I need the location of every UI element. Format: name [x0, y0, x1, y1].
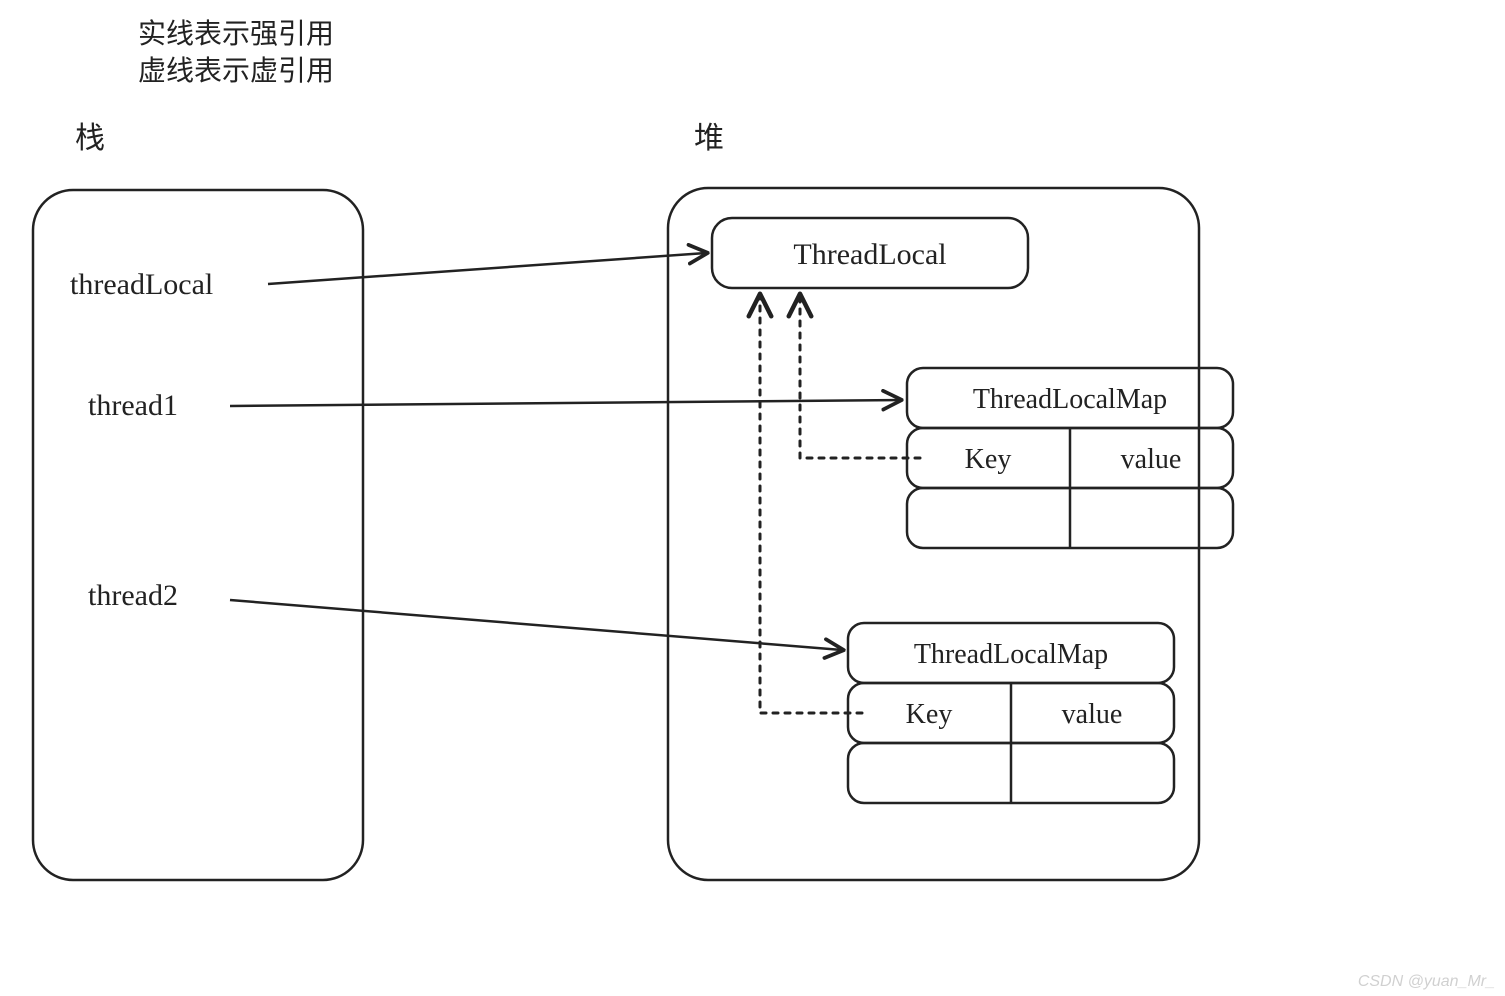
- map1-value-label: value: [1121, 444, 1182, 475]
- legend-line2: 虚线表示虚引用: [138, 55, 334, 86]
- stack-item-threadlocal: threadLocal: [70, 268, 213, 301]
- arrow-thread2-to-map2: [230, 600, 842, 650]
- stack-section-label: 栈: [75, 122, 105, 155]
- stack-item-thread1: thread1: [88, 389, 178, 422]
- map2-header-label: ThreadLocalMap: [914, 639, 1108, 670]
- arrow-key2-to-threadlocal: [760, 296, 862, 713]
- threadlocal-object-label: ThreadLocal: [793, 238, 946, 271]
- map1-key-label: Key: [965, 444, 1012, 475]
- watermark: CSDN @yuan_Mr_: [1358, 973, 1495, 991]
- stack-item-thread2: thread2: [88, 579, 178, 612]
- arrow-key1-to-threadlocal: [800, 296, 920, 458]
- map2-key-label: Key: [906, 699, 953, 730]
- heap-container: [668, 188, 1199, 880]
- map2-value-label: value: [1062, 699, 1123, 730]
- heap-section-label: 堆: [694, 122, 724, 155]
- map1-header-label: ThreadLocalMap: [973, 384, 1167, 415]
- legend-line1: 实线表示强引用: [138, 18, 334, 49]
- arrow-threadlocal-to-object: [268, 253, 706, 284]
